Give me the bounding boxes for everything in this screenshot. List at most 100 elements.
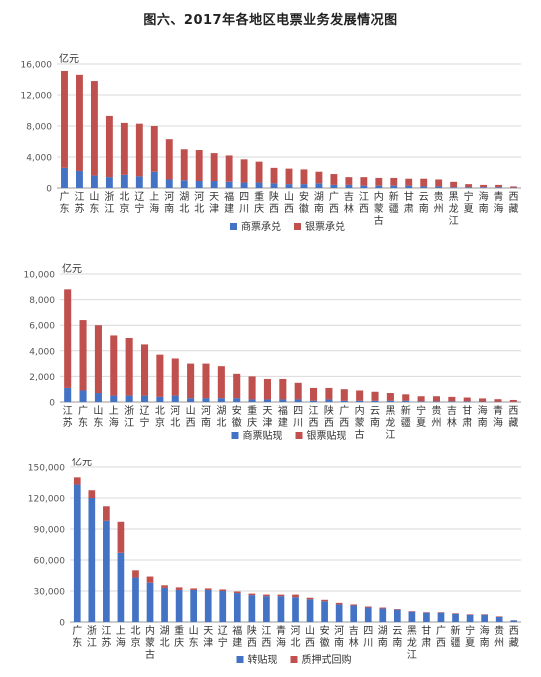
bar-upper-segment: [448, 396, 456, 402]
bar-lower-segment: [135, 176, 143, 188]
y-tick-label: 4,000: [29, 347, 55, 357]
bar-upper-segment: [408, 611, 416, 612]
x-tick-label: 南: [480, 636, 490, 649]
x-tick-label: 宁: [218, 636, 228, 649]
x-tick-label: 青: [493, 404, 503, 417]
x-tick-label: 苏: [63, 416, 73, 429]
bar-lower-segment: [255, 182, 263, 188]
y-tick-label: 0: [49, 399, 55, 409]
chart-acceptance: 04,0008,00012,00016,000亿元广东江苏山东浙江北京辽宁上海河…: [21, 52, 521, 233]
bar-lower-segment: [171, 395, 179, 402]
x-tick-label: 西: [509, 626, 519, 637]
x-tick-label: 南: [334, 636, 344, 649]
bar-upper-segment: [187, 363, 195, 399]
x-tick-label: 南: [370, 416, 380, 429]
bar-upper-segment: [405, 178, 413, 186]
bar-upper-segment: [495, 616, 503, 617]
x-tick-label: 山: [284, 191, 294, 203]
bar-lower-segment: [64, 387, 72, 402]
bar-lower-segment: [150, 171, 158, 188]
bar-upper-segment: [279, 378, 287, 400]
bar-lower-segment: [103, 520, 110, 622]
bar-upper-segment: [315, 171, 323, 184]
x-tick-label: 上: [149, 191, 159, 203]
bar-lower-segment: [448, 401, 456, 402]
bar-lower-segment: [294, 399, 302, 402]
bar-lower-segment: [402, 400, 410, 402]
bar-lower-segment: [375, 185, 383, 188]
bar-lower-segment: [405, 185, 413, 188]
bar-upper-segment: [175, 587, 183, 590]
x-tick-label: 浙: [124, 405, 134, 417]
bar-lower-segment: [408, 611, 416, 622]
bar-upper-segment: [240, 159, 248, 183]
x-tick-label: 河: [164, 191, 174, 203]
x-tick-label: 夏: [416, 417, 426, 429]
bar-upper-segment: [452, 613, 459, 614]
bar-upper-segment: [64, 289, 72, 388]
x-tick-label: 海: [116, 636, 126, 649]
bar-upper-segment: [330, 174, 338, 185]
bar-upper-segment: [495, 184, 502, 188]
x-tick-label: 南: [479, 202, 489, 215]
x-tick-label: 古: [145, 648, 155, 661]
x-tick-label: 青: [494, 190, 504, 203]
x-tick-label: 古: [374, 214, 384, 227]
legend-swatch: [231, 432, 239, 439]
y-tick-label: 150,000: [28, 464, 65, 474]
y-tick-label: 30,000: [34, 588, 66, 598]
bar-upper-segment: [423, 612, 430, 613]
x-tick-label: 西: [305, 638, 315, 649]
x-tick-label: 黑: [385, 405, 395, 417]
x-tick-label: 天: [203, 626, 213, 637]
bar-lower-segment: [310, 400, 318, 402]
x-tick-label: 南: [419, 202, 429, 215]
x-tick-label: 苏: [101, 636, 111, 649]
x-tick-label: 建: [232, 636, 242, 649]
bar-lower-segment: [79, 390, 87, 402]
bar-upper-segment: [73, 477, 81, 485]
x-tick-label: 东: [89, 202, 99, 215]
bar-upper-segment: [292, 594, 299, 598]
x-tick-label: 北: [291, 637, 301, 649]
x-tick-label: 北: [130, 625, 140, 637]
x-tick-label: 藏: [508, 417, 518, 429]
bar-lower-segment: [466, 614, 474, 622]
bar-lower-segment: [105, 177, 113, 188]
x-tick-label: 西: [359, 204, 369, 215]
bar-upper-segment: [248, 376, 256, 400]
bar-lower-segment: [465, 187, 473, 188]
bar-lower-segment: [210, 181, 218, 188]
bar-upper-segment: [146, 576, 154, 583]
x-tick-label: 海: [494, 202, 504, 215]
x-tick-label: 林: [344, 202, 354, 215]
x-tick-label: 山: [189, 625, 199, 637]
legend-label: 银票贴现: [307, 429, 347, 442]
x-tick-label: 云: [370, 406, 380, 417]
x-tick-label: 北: [155, 405, 165, 417]
x-tick-label: 林: [447, 416, 457, 429]
x-tick-label: 辽: [140, 405, 150, 417]
x-tick-label: 陕: [324, 404, 334, 417]
bar-lower-segment: [225, 181, 233, 188]
bar-lower-segment: [437, 612, 445, 622]
x-tick-label: 州: [494, 637, 504, 649]
bar-lower-segment: [165, 179, 173, 188]
x-tick-label: 四: [363, 626, 373, 637]
x-tick-label: 州: [431, 417, 441, 429]
x-tick-label: 新: [401, 404, 411, 417]
x-tick-label: 贵: [494, 624, 504, 637]
legend-label: 转贴现: [248, 653, 278, 666]
x-tick-label: 川: [363, 638, 373, 649]
x-tick-label: 黑: [407, 625, 417, 637]
bar-upper-segment: [190, 588, 198, 590]
legend-label: 商票承兑: [241, 220, 281, 233]
bar-upper-segment: [450, 181, 458, 188]
x-tick-label: 宁: [465, 624, 475, 637]
bar-lower-segment: [495, 616, 503, 622]
bar-upper-segment: [510, 186, 517, 188]
bar-upper-segment: [340, 389, 348, 401]
bar-upper-segment: [90, 81, 98, 176]
x-tick-label: 西: [339, 418, 349, 429]
bar-lower-segment: [263, 596, 270, 622]
